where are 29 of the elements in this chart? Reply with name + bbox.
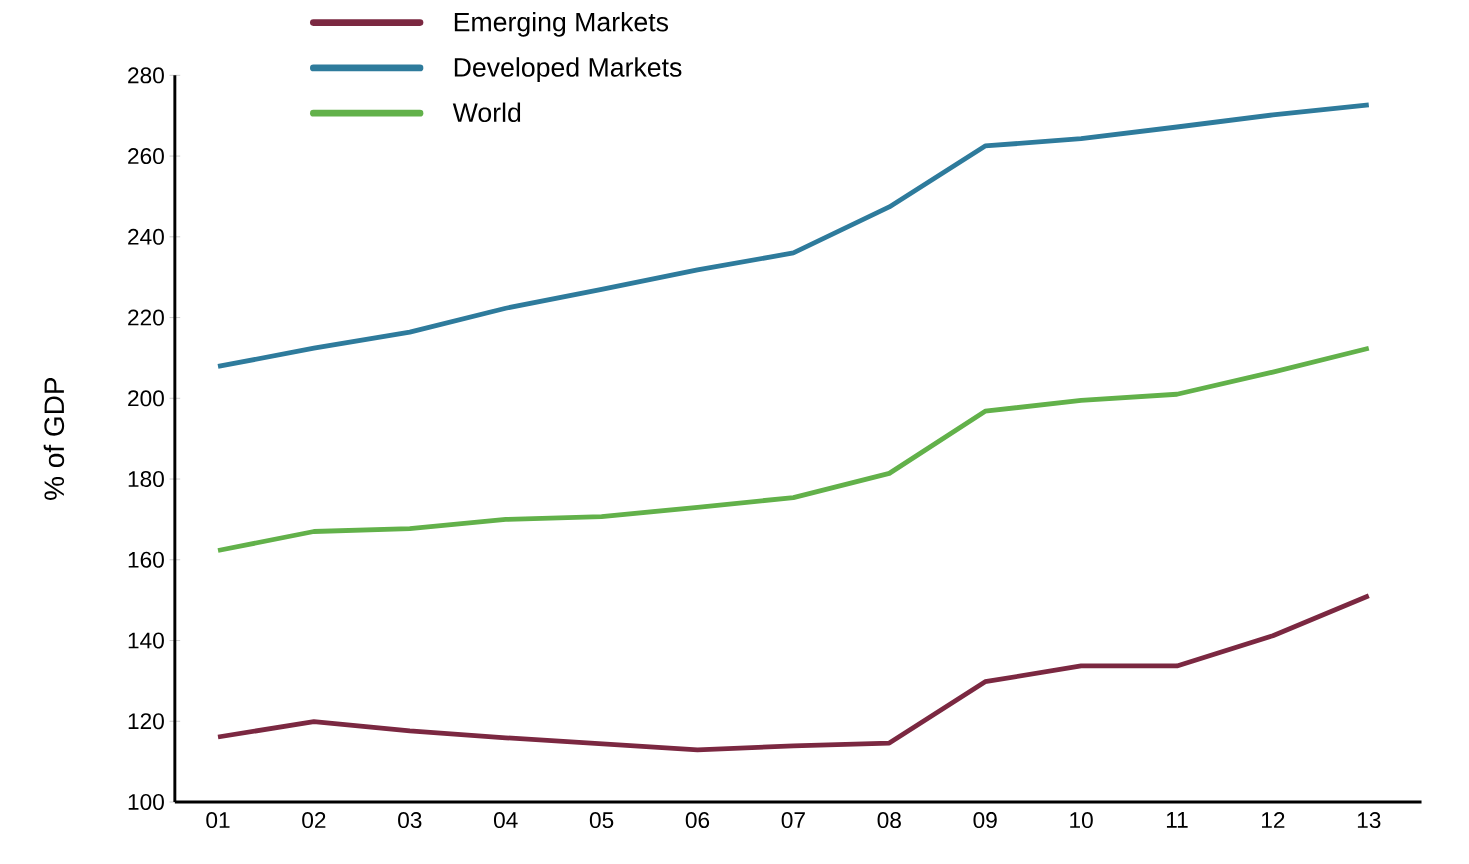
x-tick-label: 09: [973, 812, 997, 829]
y-tick-label: 200: [128, 390, 164, 407]
y-tick-label: 180: [128, 471, 164, 488]
x-tick-label: 06: [685, 812, 710, 829]
x-tick-label: 03: [398, 812, 422, 829]
x-tick-label: 08: [877, 812, 901, 829]
x-tick-label: 02: [302, 812, 326, 829]
y-tick-label: 120: [128, 713, 164, 730]
y-axis-title: % of GDP: [43, 377, 65, 500]
y-tick-label: 240: [128, 228, 164, 245]
x-tick-label: 11: [1166, 812, 1188, 828]
y-tick-label: 220: [128, 309, 164, 326]
x-tick-label: 04: [493, 812, 518, 829]
y-tick-label: 140: [128, 632, 164, 649]
legend-label: Emerging Markets: [454, 11, 669, 37]
x-tick-label: 01: [206, 812, 230, 829]
y-tick-label: 100: [128, 793, 164, 811]
legend-label: Developed Markets: [454, 57, 682, 83]
line-series: [215, 345, 1372, 553]
y-tick-label: 160: [128, 551, 164, 568]
x-tick-label: 05: [589, 812, 614, 829]
x-tick-label: 07: [781, 812, 805, 829]
x-tick-label: 10: [1070, 812, 1093, 829]
y-tick-label: 260: [128, 148, 164, 165]
legend-label: World: [452, 102, 521, 123]
x-tick-label: 12: [1262, 812, 1285, 828]
line-series: [215, 102, 1372, 369]
y-tick-label: 280: [128, 67, 164, 84]
x-tick-label: 13: [1357, 812, 1381, 829]
